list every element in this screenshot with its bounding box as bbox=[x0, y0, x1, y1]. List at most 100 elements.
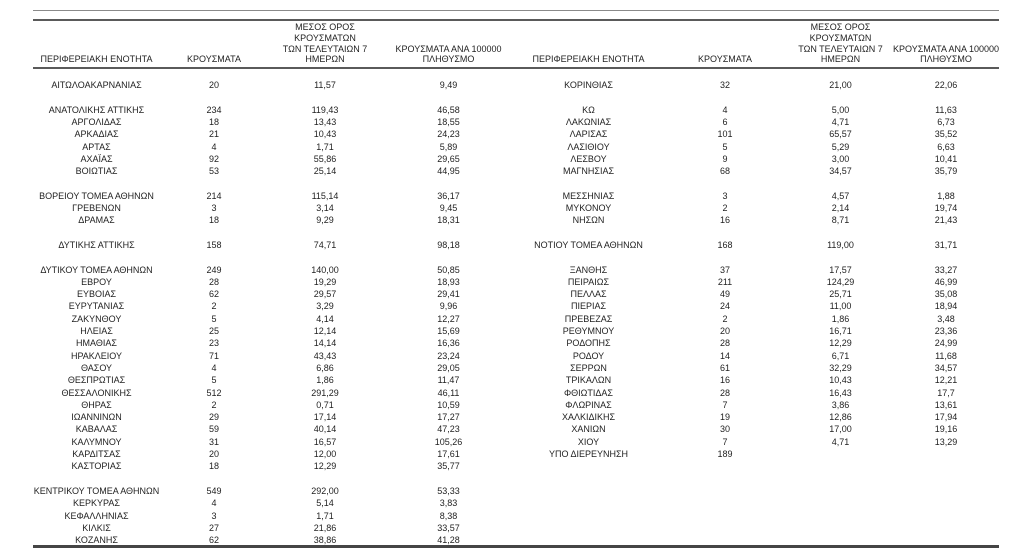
region-cell-right: ΜΥΚΟΝΟΥ bbox=[565, 203, 612, 214]
table-row: ΔΥΤΙΚΟΥ ΤΟΜΕΑ ΑΘΗΝΩΝ 249 140,00 50,85 ΞΑ… bbox=[33, 263, 999, 275]
avg7-cell-left: 3,29 bbox=[316, 301, 334, 312]
per100k-cell-right: 33,27 bbox=[934, 264, 958, 275]
region-cell-left: ΘΕΣΣΑΛΟΝΙΚΗΣ bbox=[61, 387, 132, 398]
avg7-cell-left: 43,43 bbox=[313, 350, 337, 361]
table-row: ΚΑΒΑΛΑΣ 59 40,14 47,23 ΧΑΝΙΩΝ 30 17,00 1… bbox=[33, 423, 999, 435]
region-cell-left: ΚΟΖΑΝΗΣ bbox=[75, 535, 118, 546]
cases-cell-left: 28 bbox=[208, 276, 219, 287]
per100k-cell-right: 35,08 bbox=[934, 289, 958, 300]
region-cell-left: ΑΡΚΑΔΙΑΣ bbox=[74, 129, 119, 140]
cases-cell-left: 249 bbox=[206, 264, 222, 275]
cases-cell-left: 5 bbox=[211, 313, 217, 324]
per100k-cell-left: 3,83 bbox=[439, 498, 458, 509]
cases-cell-left: 92 bbox=[208, 153, 219, 164]
avg7-cell-left: 13,43 bbox=[313, 117, 337, 128]
per100k-cell-left: 105,26 bbox=[434, 436, 463, 447]
cases-cell-right: 3 bbox=[722, 190, 728, 201]
region-cell-left: ΚΕΦΑΛΛΗΝΙΑΣ bbox=[64, 510, 129, 521]
per100k-cell-left: 24,23 bbox=[437, 129, 460, 140]
cases-cell-right: 49 bbox=[719, 289, 730, 300]
cases-cell-left: 3 bbox=[211, 203, 217, 214]
per100k-cell-left: 50,85 bbox=[437, 264, 460, 275]
cases-cell-left: 53 bbox=[208, 166, 219, 177]
table-row: ΒΟΡΕΙΟΥ ΤΟΜΕΑ ΑΘΗΝΩΝ 214 115,14 36,17 ΜΕ… bbox=[33, 190, 999, 202]
cases-cell-right: 16 bbox=[719, 215, 730, 226]
region-cell-left: ΓΡΕΒΕΝΩΝ bbox=[72, 203, 121, 214]
table-row: ΚΑΡΔΙΤΣΑΣ 20 12,00 17,61 ΥΠΟ ΔΙΕΡΕΥΝΗΣΗ … bbox=[33, 448, 999, 460]
per100k-cell-left: 16,36 bbox=[437, 338, 460, 349]
region-cell-left: ΕΥΒΟΙΑΣ bbox=[76, 289, 117, 300]
per100k-cell-right: 31,71 bbox=[934, 240, 958, 250]
table-row: ΚΕΦΑΛΛΗΝΙΑΣ 3 1,71 8,38 bbox=[33, 509, 999, 521]
region-cell-right: ΣΕΡΡΩΝ bbox=[570, 362, 607, 373]
cases-cell-right: 2 bbox=[722, 313, 728, 324]
avg7-cell-left: 12,00 bbox=[313, 449, 337, 460]
region-cell-right: ΧΙΟΥ bbox=[577, 436, 600, 447]
per100k-cell-right: 1,88 bbox=[937, 190, 955, 201]
avg7-cell-right: 16,43 bbox=[829, 387, 852, 398]
region-cell-left: ΗΡΑΚΛΕΙΟΥ bbox=[70, 350, 123, 361]
cases-cell-right: 37 bbox=[719, 264, 730, 275]
region-cell-right: ΧΑΛΚΙΔΙΚΗΣ bbox=[561, 412, 616, 423]
region-cell-left: ΚΑΒΑΛΑΣ bbox=[75, 424, 118, 435]
region-cell-right: ΛΑΚΩΝΙΑΣ bbox=[565, 117, 612, 128]
avg7-cell-right: 10,43 bbox=[829, 375, 852, 386]
region-cell-left: ΑΡΤΑΣ bbox=[82, 141, 111, 152]
region-cell-right: ΡΟΔΟΥ bbox=[572, 350, 605, 361]
region-cell-left: ΗΜΑΘΙΑΣ bbox=[76, 338, 117, 349]
per100k-cell-left: 98,18 bbox=[437, 240, 460, 250]
avg7-cell-right: 21,00 bbox=[829, 80, 852, 91]
per100k-cell-right: 19,16 bbox=[934, 424, 958, 435]
avg7-cell-right: 4,71 bbox=[831, 436, 850, 447]
avg7-cell-left: 3,14 bbox=[316, 203, 334, 214]
cases-cell-left: 18 bbox=[208, 215, 219, 226]
region-cell-right: ΝΗΣΩΝ bbox=[572, 215, 605, 226]
avg7-cell-right: 119,00 bbox=[827, 240, 854, 250]
avg7-cell-left: 29,57 bbox=[313, 289, 337, 300]
avg7-cell-left: 16,57 bbox=[313, 436, 337, 447]
cases-cell-left: 21 bbox=[208, 129, 219, 140]
avg7-cell-right: 17,00 bbox=[829, 424, 852, 435]
region-cell-left: ΑΝΑΤΟΛΙΚΗΣ ΑΤΤΙΚΗΣ bbox=[48, 104, 145, 115]
cases-cell-right: 16 bbox=[719, 375, 730, 386]
avg7-cell-right: 8,71 bbox=[831, 215, 850, 226]
cases-cell-left: 71 bbox=[208, 350, 219, 361]
cases-cell-right: 9 bbox=[722, 153, 728, 164]
table-rows: ΑΙΤΩΛΟΑΚΑΡΝΑΝΙΑΣ 20 11,57 9,49 ΚΟΡΙΝΘΙΑΣ… bbox=[33, 79, 999, 546]
table-row: ΚΕΡΚΥΡΑΣ 4 5,14 3,83 bbox=[33, 497, 999, 509]
per100k-cell-left: 5,89 bbox=[439, 141, 458, 152]
table-row: ΑΝΑΤΟΛΙΚΗΣ ΑΤΤΙΚΗΣ 234 119,43 46,58 ΚΩ 4… bbox=[33, 104, 999, 116]
avg7-cell-right: 12,86 bbox=[829, 412, 852, 423]
avg7-cell-left: 1,71 bbox=[316, 510, 334, 521]
cases-cell-left: 18 bbox=[208, 117, 219, 128]
table-row: ΘΕΣΠΡΩΤΙΑΣ 5 1,86 11,47 ΤΡΙΚΑΛΩΝ 16 10,4… bbox=[33, 374, 999, 386]
region-cell-right: ΜΕΣΣΗΝΙΑΣ bbox=[562, 190, 615, 201]
per100k-cell-left: 46,11 bbox=[437, 387, 460, 398]
cases-cell-right: 101 bbox=[717, 129, 733, 140]
per100k-cell-left: 9,96 bbox=[439, 301, 458, 312]
table-row: ΑΙΤΩΛΟΑΚΑΡΝΑΝΙΑΣ 20 11,57 9,49 ΚΟΡΙΝΘΙΑΣ… bbox=[33, 79, 999, 91]
region-cell-left: ΚΙΛΚΙΣ bbox=[82, 522, 111, 533]
table-row: ΚΟΖΑΝΗΣ 62 38,86 41,28 bbox=[33, 534, 999, 546]
avg7-cell-right: 34,57 bbox=[829, 166, 852, 177]
region-cell-left: ΔΥΤΙΚΗΣ ΑΤΤΙΚΗΣ bbox=[58, 240, 135, 250]
avg7-cell-left: 25,14 bbox=[313, 166, 337, 177]
table-row bbox=[33, 473, 999, 485]
avg7-cell-right: 11,00 bbox=[829, 301, 852, 312]
table-row: ΑΡΚΑΔΙΑΣ 21 10,43 24,23 ΛΑΡΙΣΑΣ 101 65,5… bbox=[33, 128, 999, 140]
header-avg7-right: ΜΕΣΟΣ ΟΡΟΣ ΚΡΟΥΣΜΑΤΩΝ ΤΩΝ ΤΕΛΕΥΤΑΙΩΝ 7 Η… bbox=[798, 22, 883, 65]
avg7-cell-left: 1,86 bbox=[316, 375, 334, 386]
table-row: ΕΥΡΥΤΑΝΙΑΣ 2 3,29 9,96 ΠΙΕΡΙΑΣ 24 11,00 … bbox=[33, 300, 999, 312]
avg7-cell-left: 0,71 bbox=[316, 399, 334, 410]
per100k-cell-right: 19,74 bbox=[934, 203, 958, 214]
region-cell-left: ΔΥΤΙΚΟΥ ΤΟΜΕΑ ΑΘΗΝΩΝ bbox=[40, 264, 153, 275]
avg7-cell-right: 3,00 bbox=[831, 153, 850, 164]
avg7-cell-right: 25,71 bbox=[829, 289, 852, 300]
per100k-cell-right: 3,48 bbox=[937, 313, 955, 324]
cases-cell-right: 4 bbox=[722, 104, 728, 115]
cases-cell-left: 4 bbox=[211, 498, 217, 509]
per100k-cell-right: 34,57 bbox=[934, 362, 958, 373]
avg7-cell-left: 12,29 bbox=[313, 461, 337, 472]
avg7-cell-left: 115,14 bbox=[311, 190, 339, 201]
cases-cell-right: 61 bbox=[719, 362, 730, 373]
